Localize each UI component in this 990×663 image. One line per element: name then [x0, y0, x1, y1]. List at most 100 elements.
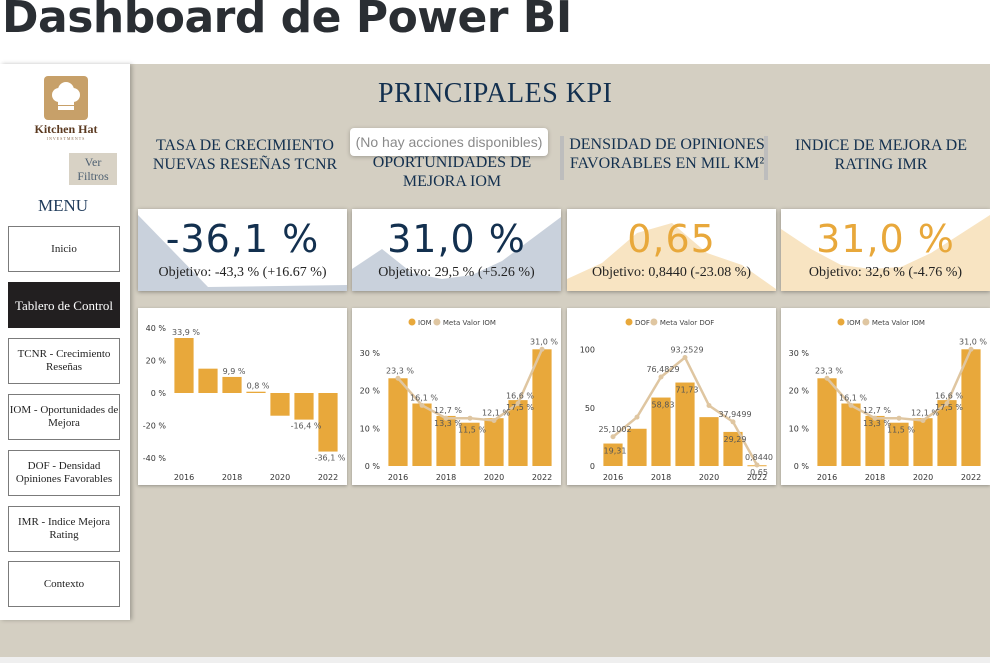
page-title: Dashboard de Power BI [2, 0, 572, 43]
nav-contexto[interactable]: Contexto [8, 561, 120, 607]
kpi-heading-dof: DENSIDAD DE OPINIONES FAVORABLES EN MIL … [569, 136, 765, 172]
legend-label: IOM [418, 319, 432, 327]
x-tick-label: 2022 [532, 473, 552, 482]
card-background-area [138, 215, 347, 291]
x-tick-label: 2016 [174, 473, 194, 482]
kpi-card-iom[interactable]: 31,0 % Objetivo: 29,5 % (+5.26 %) [352, 209, 561, 291]
line-point [539, 346, 545, 352]
y-tick-label: 10 % [789, 424, 810, 433]
card-background-area [781, 215, 990, 291]
x-tick-label: 2020 [699, 473, 719, 482]
data-label: 0,8 % [247, 382, 270, 391]
line-point [395, 375, 401, 381]
data-label: 58,83 [652, 401, 675, 410]
y-tick-label: 30 % [789, 349, 810, 358]
divider [560, 136, 564, 180]
kpi-heading-iom: OPORTUNIDADES DE MEJORA IOM [372, 154, 532, 190]
chart-dof[interactable]: DOF Meta Valor DOF 100 50 0 25,1002 76,4829 93,… [567, 308, 776, 485]
data-label: 12,7 % [863, 406, 891, 415]
kpi-card-imr[interactable]: 31,0 % Objetivo: 32,6 % (-4.76 %) [781, 209, 990, 291]
y-tick-label: 40 % [146, 324, 167, 333]
nav-tablero-de-control[interactable]: Tablero de Control [8, 282, 120, 328]
bar [675, 382, 695, 466]
x-tick-label: 2016 [603, 473, 623, 482]
data-label: 11,5 % [458, 426, 486, 435]
data-label: 25,1002 [598, 425, 631, 434]
sidebar: Kitchen Hat INVESTMENTS Ver Filtros MENU… [0, 64, 130, 620]
data-label: 23,3 % [815, 366, 843, 375]
y-tick-label: 0 % [365, 462, 381, 471]
legend-label: Meta Valor IOM [443, 319, 496, 327]
kpi-card-dof[interactable]: 0,65 Objetivo: 0,8440 (-23.08 %) [567, 209, 776, 291]
line-point [443, 415, 449, 421]
data-label: -16,4 % [291, 422, 322, 431]
data-label: 11,5 % [887, 426, 915, 435]
show-filters-button[interactable]: Ver Filtros [69, 153, 117, 185]
y-tick-label: -40 % [143, 454, 167, 463]
kpi-value: -36,1 % [165, 217, 320, 261]
nav-imr[interactable]: IMR - Indice Mejora Rating [8, 506, 120, 552]
bar [913, 418, 933, 466]
line-point [872, 415, 878, 421]
bar [841, 403, 861, 466]
line-point [682, 354, 688, 360]
y-tick-label: 20 % [789, 387, 810, 396]
legend-marker [837, 318, 845, 326]
nav-iom[interactable]: IOM - Oportunidades de Mejora [8, 394, 120, 440]
legend-marker [650, 318, 658, 326]
y-tick-label: 100 [580, 346, 595, 355]
kpi-objective: Objetivo: 29,5 % (+5.26 %) [378, 265, 535, 280]
legend-marker [408, 318, 416, 326]
data-label: 23,3 % [386, 366, 414, 375]
kpi-heading-tcnr: TASA DE CRECIMIENTO NUEVAS RESEÑAS TCNR [152, 137, 338, 173]
y-tick-label: 0 % [151, 389, 167, 398]
data-label: 0,8440 [745, 453, 773, 462]
kpi-value: 31,0 % [387, 217, 526, 261]
line-point [848, 402, 854, 408]
kpi-card-tcnr[interactable]: -36,1 % Objetivo: -43,3 % (+16.67 %) [138, 209, 347, 291]
card-background-area [567, 223, 776, 291]
logo-text: Kitchen Hat [34, 122, 98, 136]
line-point [419, 402, 425, 408]
data-label: 17,5 % [506, 403, 534, 412]
line-point [467, 415, 473, 421]
line-point [754, 462, 760, 468]
line-point [944, 401, 950, 407]
legend-label: IOM [847, 319, 861, 327]
bar [294, 393, 314, 420]
bar [889, 422, 909, 466]
kpi-section-title: PRINCIPALES KPI [378, 78, 613, 109]
nav-dof[interactable]: DOF - Densidad Opiniones Favorables [8, 450, 120, 496]
line-point [920, 417, 926, 423]
y-tick-label: 20 % [146, 357, 167, 366]
nav-tcnr[interactable]: TCNR - Crecimiento Reseñas [8, 338, 120, 384]
bar [699, 417, 719, 466]
line-point [824, 375, 830, 381]
data-label: 13,3 % [863, 419, 891, 428]
nav-inicio[interactable]: Inicio [8, 226, 120, 272]
data-label: 93,2529 [670, 345, 703, 354]
bar [937, 400, 957, 466]
kpi-heading-imr: INDICE DE MEJORA DE RATING IMR [795, 137, 967, 173]
data-label: 71,73 [676, 386, 699, 395]
bar [246, 391, 266, 393]
bar [865, 415, 885, 466]
data-label: 31,0 % [530, 337, 558, 346]
line-point [968, 346, 974, 352]
chart-iom[interactable]: IOM Meta Valor IOM 30 % 20 % 10 % 0 % 23,3 % 16… [352, 308, 561, 485]
data-label: 31,0 % [959, 337, 987, 346]
bar [174, 338, 194, 393]
kpi-objective: Objetivo: -43,3 % (+16.67 %) [158, 265, 327, 280]
chart-imr[interactable]: IOM Meta Valor IOM 30 % 20 % 10 % 0 % 23,3 % 16… [781, 308, 990, 485]
report-canvas: Kitchen Hat INVESTMENTS Ver Filtros MENU… [0, 64, 990, 663]
data-label: 13,3 % [434, 419, 462, 428]
data-label: 29,29 [724, 435, 747, 444]
data-label: -36,1 % [315, 454, 346, 463]
data-label: 33,9 % [172, 328, 200, 337]
bar [388, 378, 408, 466]
chef-hat-logo-icon [44, 76, 88, 120]
y-tick-label: 0 [590, 462, 595, 471]
line-point [491, 417, 497, 423]
line-point [515, 401, 521, 407]
chart-tcnr[interactable]: 40 % 20 % 0 % -20 % -40 % 33,9 % 9,9 % 0,8 % -16… [138, 308, 347, 485]
